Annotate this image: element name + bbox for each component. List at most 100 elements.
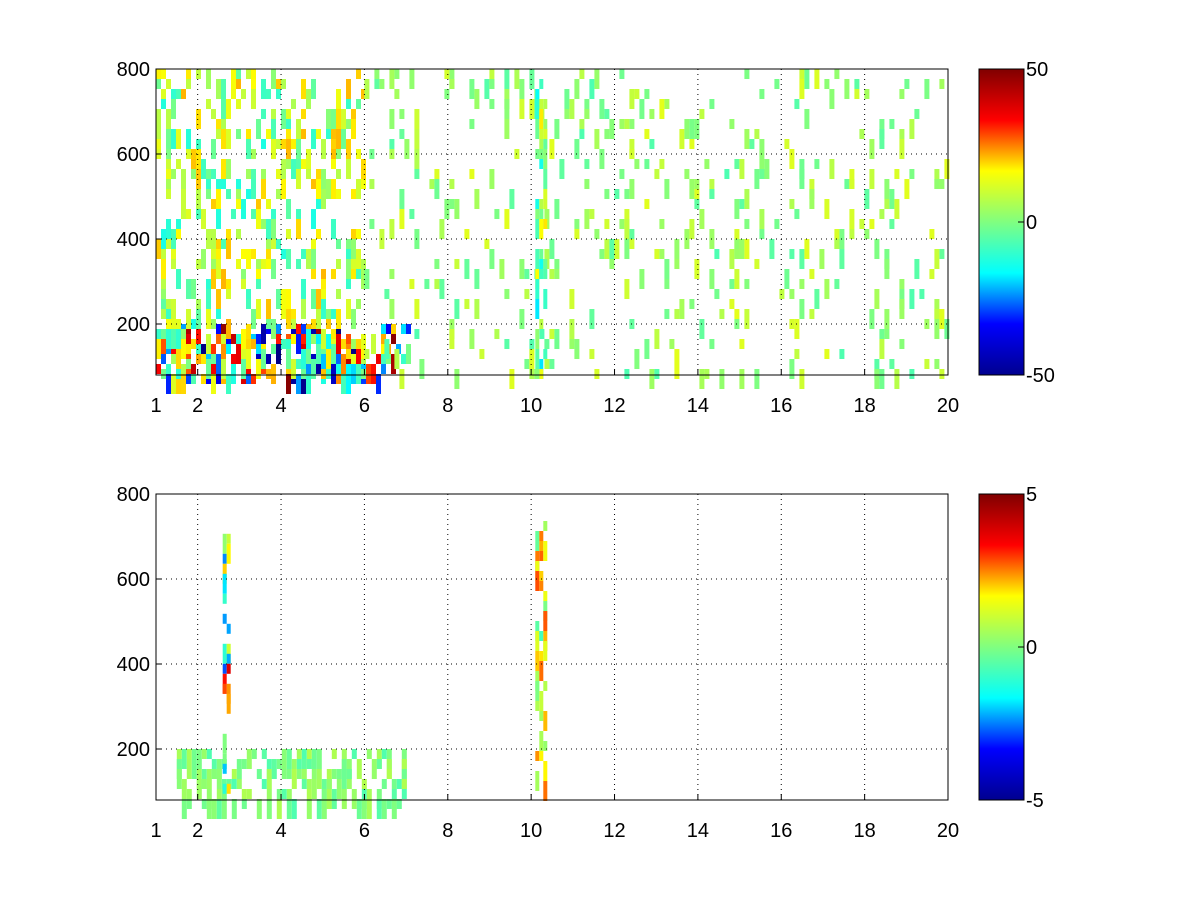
heatmap-cell [191, 279, 196, 299]
heatmap-cell [361, 269, 366, 289]
heatmap-cell [824, 79, 830, 89]
heatmap-cell [246, 169, 251, 179]
heatmap-cell [231, 89, 236, 99]
heatmap-cell [351, 229, 356, 239]
heatmap-cell [524, 269, 530, 279]
heatmap-cell [291, 759, 297, 769]
heatmap-cell [414, 109, 420, 129]
heatmap-cell [614, 189, 620, 199]
heatmap-cell [281, 309, 286, 319]
heatmap-cell [519, 99, 525, 119]
heatmap-cell [176, 319, 181, 329]
heatmap-cell [374, 79, 380, 89]
x-tick-label: 8 [442, 820, 453, 842]
heatmap-cell [186, 149, 191, 159]
heatmap-cell [444, 69, 450, 79]
heatmap-cell [211, 269, 216, 289]
heatmap-cell [579, 129, 585, 139]
heatmap-cell [399, 209, 405, 229]
heatmap-cell [241, 89, 246, 99]
y-axis-bottom: 200 400 600 800 [117, 484, 162, 761]
heatmap-cell [854, 79, 860, 89]
heatmap-cell [166, 159, 171, 169]
heatmap-cell [166, 149, 171, 159]
heatmap-cell [369, 219, 375, 229]
heatmap-cell [394, 349, 400, 369]
heatmap-cell [171, 354, 176, 364]
heatmap-cell [539, 751, 544, 761]
heatmap-cell [543, 139, 548, 149]
heatmap-cell [156, 339, 161, 359]
heatmap-cell [799, 369, 805, 389]
heatmap-cell [222, 783, 227, 794]
heatmap-cell [216, 209, 221, 229]
heatmap-cell [361, 179, 366, 189]
heatmap-cell [659, 159, 665, 169]
heatmap-cell [311, 269, 316, 279]
heatmap-cell [909, 289, 915, 309]
heatmap-cell [474, 189, 480, 209]
heatmap-cell [276, 289, 281, 309]
heatmap-cell [543, 681, 548, 691]
heatmap-cell [336, 239, 341, 249]
heatmap-cell [554, 199, 560, 219]
heatmap-cell [306, 329, 311, 349]
heatmap-cell [849, 209, 855, 229]
heatmap-cell [261, 324, 266, 344]
heatmap-cell [166, 374, 171, 394]
heatmap-cell [191, 319, 196, 329]
heatmap-cell [543, 741, 548, 751]
heatmap-cell [326, 799, 332, 809]
heatmap-cell [231, 69, 236, 89]
heatmap-cell [389, 69, 395, 89]
heatmap-cell [824, 199, 830, 219]
heatmap-cell [874, 289, 880, 309]
heatmap-cell [221, 359, 226, 379]
heatmap-cell [316, 309, 321, 329]
heatmap-cell [216, 354, 221, 374]
colorbar-gradient [978, 68, 1025, 376]
heatmap-cell [266, 199, 271, 209]
heatmap-cell [261, 779, 267, 789]
heatmap-cell [543, 541, 548, 561]
heatmap-cell [186, 69, 191, 79]
heatmap-cell [301, 299, 306, 319]
heatmap-cell [734, 159, 740, 169]
heatmap-cell [171, 129, 176, 149]
heatmap-cell [226, 663, 231, 674]
heatmap-cell [286, 789, 292, 799]
heatmap-cell [401, 789, 407, 799]
heatmap-cell [356, 99, 361, 109]
heatmap-cell [326, 179, 331, 199]
heatmap-cell [384, 289, 390, 299]
heatmap-cell [271, 329, 276, 339]
heatmap-cell [211, 169, 216, 179]
heatmap-cell [784, 269, 790, 289]
heatmap-cell [544, 339, 550, 349]
heatmap-cell [699, 369, 705, 389]
heatmap-cell [186, 374, 191, 384]
heatmap-cell [216, 374, 221, 384]
plot-area-bottom [155, 493, 949, 801]
heatmap-cell [161, 229, 166, 249]
heatmap-cell [261, 349, 266, 369]
heatmap-cell [206, 289, 211, 309]
heatmap-cell [166, 219, 171, 239]
heatmap-cell [222, 763, 227, 774]
x-tick-label: 12 [603, 820, 625, 842]
heatmap-cell [535, 119, 540, 139]
heatmap-cell [519, 79, 525, 99]
heatmap-cell [336, 289, 341, 299]
heatmap-cell [176, 369, 181, 379]
heatmap-cell [569, 289, 575, 309]
heatmap-cell [739, 339, 745, 349]
heatmap-cell [306, 169, 311, 179]
heatmap-cell [181, 189, 186, 209]
heatmap-cell [226, 623, 231, 634]
heatmap-cell [316, 769, 322, 789]
heatmap-cell [539, 651, 544, 661]
heatmap-cell [201, 249, 206, 269]
heatmap-cell [316, 799, 322, 819]
heatmap-cell [271, 374, 276, 384]
